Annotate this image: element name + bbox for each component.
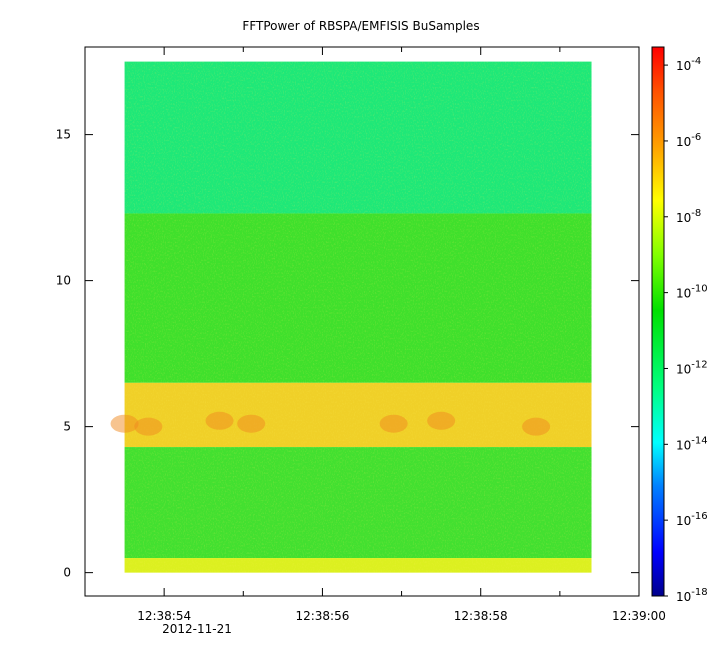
x-tick-label: 12:39:00: [612, 609, 666, 623]
heatmap-data: [110, 61, 592, 573]
y-tick-label: 10: [56, 274, 71, 288]
heatmap-hotspot-6: [522, 417, 551, 436]
x-tick-label: 12:38:58: [454, 609, 508, 623]
heatmap-noise: [124, 61, 592, 573]
colorbar-tick-label: 10-10: [676, 284, 708, 301]
x-tick-label: 12:38:56: [295, 609, 349, 623]
colorbar: [651, 46, 665, 597]
heatmap-hotspot-5: [427, 411, 456, 430]
colorbar-tick-label: 10-6: [676, 132, 701, 149]
y-tick-label: 15: [56, 128, 71, 142]
chart-title: FFTPower of RBSPA/EMFISIS BuSamples: [242, 19, 479, 33]
colorbar-ticks: 10-18 10-16 10-14 10-12 10-10 10-8 10-6 10-4: [664, 56, 708, 604]
heatmap-hotspot-1: [134, 417, 163, 436]
colorbar-tick-label: 10-8: [676, 208, 701, 225]
colorbar-tick-label: 10-12: [676, 359, 708, 376]
x-date-label: 2012-11-21: [162, 622, 232, 636]
axes: 0 5 10 15 12:38:54 12:38:56 12:38:58 12:39:00: [56, 47, 666, 623]
colorbar-tick-label: 10-4: [676, 56, 701, 73]
heatmap-hotspot-3: [237, 414, 266, 433]
colorbar-tick-label: 10-18: [676, 587, 708, 604]
heatmap-hotspot-2: [205, 411, 234, 430]
y-tick-label: 5: [63, 420, 71, 434]
colorbar-tick-label: 10-14: [676, 435, 708, 452]
heatmap-hotspot-4: [379, 414, 408, 433]
heatmap-hotspot-0: [110, 414, 139, 433]
y-tick-label: 0: [63, 566, 71, 580]
x-tick-label: 12:38:54: [137, 609, 191, 623]
colorbar-tick-label: 10-16: [676, 511, 708, 528]
